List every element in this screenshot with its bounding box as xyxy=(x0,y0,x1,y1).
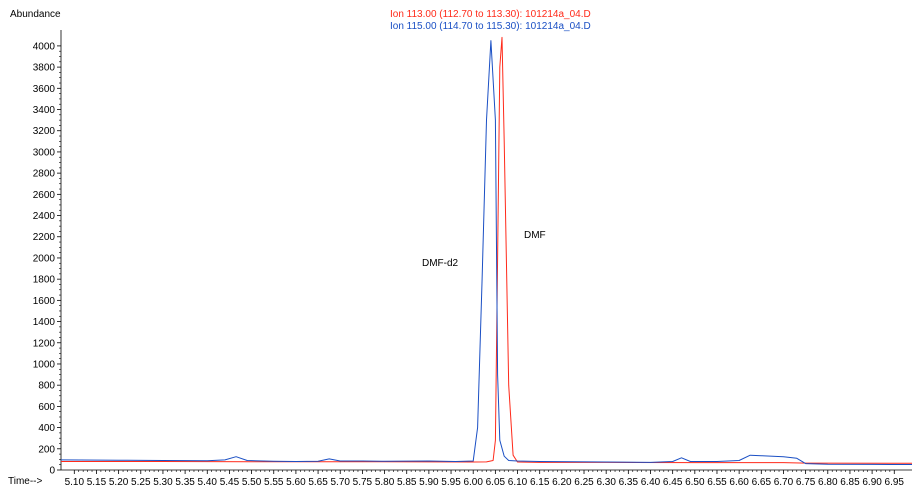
x-tick-label: 6.65 xyxy=(752,477,772,488)
y-tick-label: 1000 xyxy=(33,359,56,370)
y-tick-label: 3400 xyxy=(33,105,56,116)
x-tick-label: 5.25 xyxy=(131,477,151,488)
y-tick-label: 3000 xyxy=(33,147,56,158)
x-tick-label: 5.75 xyxy=(353,477,373,488)
y-tick-label: 1600 xyxy=(33,296,56,307)
x-tick-label: 6.70 xyxy=(774,477,794,488)
x-tick-label: 5.40 xyxy=(198,477,218,488)
annotation-dmf-d2: DMF-d2 xyxy=(422,258,459,269)
y-tick-label: 3200 xyxy=(33,126,56,137)
y-tick-label: 0 xyxy=(49,466,55,477)
x-tick-label: 5.20 xyxy=(109,477,129,488)
x-tick-label: 5.60 xyxy=(286,477,306,488)
plot-series xyxy=(60,36,913,465)
y-axis-ticks: 0 200 400 600 800 1000 1200 1400 1600 1800 2000 220… xyxy=(33,41,61,477)
legend: Ion 113.00 (112.70 to 113.30): 101214a_0… xyxy=(390,9,591,32)
x-axis-ticks: 5.10 5.15 5.20 5.25 5.30 5.35 5.40 5.45 5.50 5.55… xyxy=(65,470,905,488)
x-tick-label: 5.10 xyxy=(65,477,85,488)
legend-entry-ion-115: Ion 115.00 (114.70 to 115.30): 101214a_0… xyxy=(390,21,591,32)
x-tick-label: 6.85 xyxy=(840,477,860,488)
x-tick-label: 5.85 xyxy=(397,477,417,488)
x-tick-label: 5.65 xyxy=(308,477,328,488)
x-tick-label: 5.80 xyxy=(375,477,395,488)
x-axis-title: Time--> xyxy=(8,476,43,487)
y-tick-label: 3800 xyxy=(33,63,56,74)
y-tick-label: 1800 xyxy=(33,275,56,286)
x-tick-label: 6.50 xyxy=(685,477,705,488)
y-tick-label: 2400 xyxy=(33,211,56,222)
x-tick-label: 5.45 xyxy=(220,477,240,488)
x-tick-label: 6.80 xyxy=(818,477,838,488)
y-tick-label: 2600 xyxy=(33,190,56,201)
y-tick-label: 600 xyxy=(38,402,55,413)
annotation-dmf: DMF xyxy=(524,230,546,241)
x-tick-label: 5.70 xyxy=(331,477,351,488)
x-tick-label: 6.45 xyxy=(663,477,683,488)
x-tick-label: 6.60 xyxy=(729,477,749,488)
x-tick-label: 6.55 xyxy=(707,477,727,488)
y-tick-label: 2200 xyxy=(33,232,56,243)
y-tick-label: 200 xyxy=(38,444,55,455)
x-tick-label: 6.90 xyxy=(862,477,882,488)
x-tick-label: 6.00 xyxy=(463,477,483,488)
y-tick-label: 800 xyxy=(38,381,55,392)
x-tick-label: 5.95 xyxy=(441,477,461,488)
x-tick-label: 5.90 xyxy=(419,477,439,488)
x-tick-label: 6.35 xyxy=(619,477,639,488)
x-tick-label: 6.05 xyxy=(486,477,506,488)
x-tick-label: 5.15 xyxy=(87,477,107,488)
y-tick-label: 2000 xyxy=(33,253,56,264)
y-tick-label: 1200 xyxy=(33,338,56,349)
y-tick-label: 4000 xyxy=(33,41,56,52)
series-line-ion-115 xyxy=(60,40,913,465)
y-tick-label: 400 xyxy=(38,423,55,434)
x-tick-label: 6.20 xyxy=(552,477,572,488)
series-line-ion-113 xyxy=(61,36,913,464)
x-tick-label: 5.50 xyxy=(242,477,262,488)
x-tick-label: 6.10 xyxy=(508,477,528,488)
y-axis-title: Abundance xyxy=(10,9,61,20)
y-tick-label: 3600 xyxy=(33,84,56,95)
x-tick-label: 5.30 xyxy=(153,477,173,488)
x-tick-label: 6.40 xyxy=(641,477,661,488)
y-tick-label: 1400 xyxy=(33,317,56,328)
x-tick-label: 6.15 xyxy=(530,477,550,488)
x-tick-label: 5.55 xyxy=(264,477,284,488)
legend-entry-ion-113: Ion 113.00 (112.70 to 113.30): 101214a_0… xyxy=(390,9,591,20)
x-tick-label: 6.75 xyxy=(796,477,816,488)
x-tick-label: 6.95 xyxy=(885,477,905,488)
y-tick-label: 2800 xyxy=(33,169,56,180)
x-tick-label: 6.30 xyxy=(596,477,616,488)
x-tick-label: 5.35 xyxy=(175,477,195,488)
x-tick-label: 6.25 xyxy=(574,477,594,488)
